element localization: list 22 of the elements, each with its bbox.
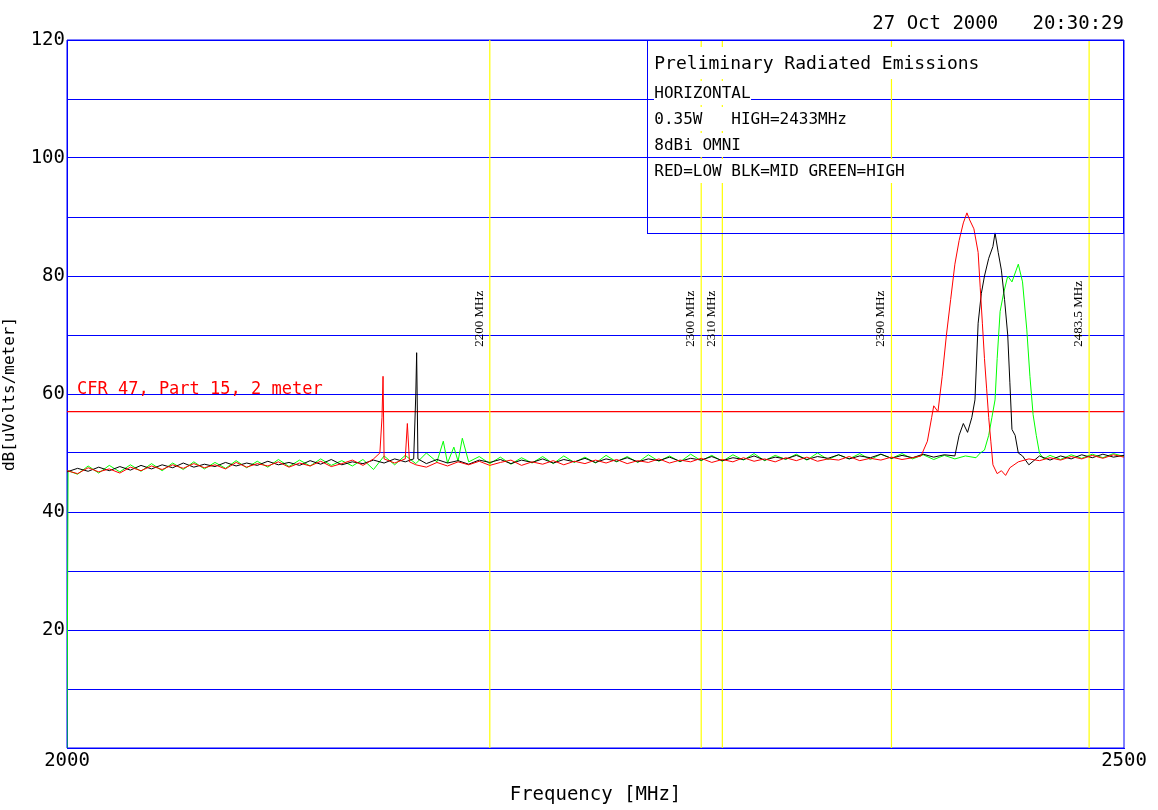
- annotation: RED=LOW BLK=MID GREEN=HIGH: [654, 159, 905, 183]
- y-tick-label: 80: [42, 262, 65, 285]
- x-tick-label: 2500: [1101, 748, 1147, 771]
- annotation: 8dBi OMNI: [654, 133, 741, 157]
- y-tick-label: 100: [30, 144, 65, 167]
- ref-line-label: 2200 MHz: [470, 290, 486, 347]
- ref-line-label: CFR 47, Part 15, 2 meter: [77, 377, 323, 398]
- ref-line-label: 2310 MHz: [703, 290, 719, 347]
- ref-line-label: 2483.5 MHz: [1070, 280, 1086, 347]
- annotation: HORIZONTAL: [654, 81, 751, 105]
- annotation: 0.35W HIGH=2433MHz: [654, 107, 847, 131]
- x-axis-title: Frequency [MHz]: [509, 781, 682, 804]
- ref-line-label: 2300 MHz: [682, 290, 698, 347]
- chart-subtitle: 27 Oct 2000 20:30:29: [872, 11, 1124, 34]
- y-tick-label: 40: [42, 498, 65, 521]
- x-tick-label: 2000: [44, 748, 90, 771]
- y-axis-title: dB[uVolts/meter]: [0, 316, 18, 472]
- y-tick-label: 120: [30, 26, 65, 49]
- y-tick-label: 20: [42, 616, 65, 639]
- y-tick-label: 60: [42, 380, 65, 403]
- ref-line-label: 2390 MHz: [872, 290, 888, 347]
- annotation: Preliminary Radiated Emissions: [654, 47, 980, 79]
